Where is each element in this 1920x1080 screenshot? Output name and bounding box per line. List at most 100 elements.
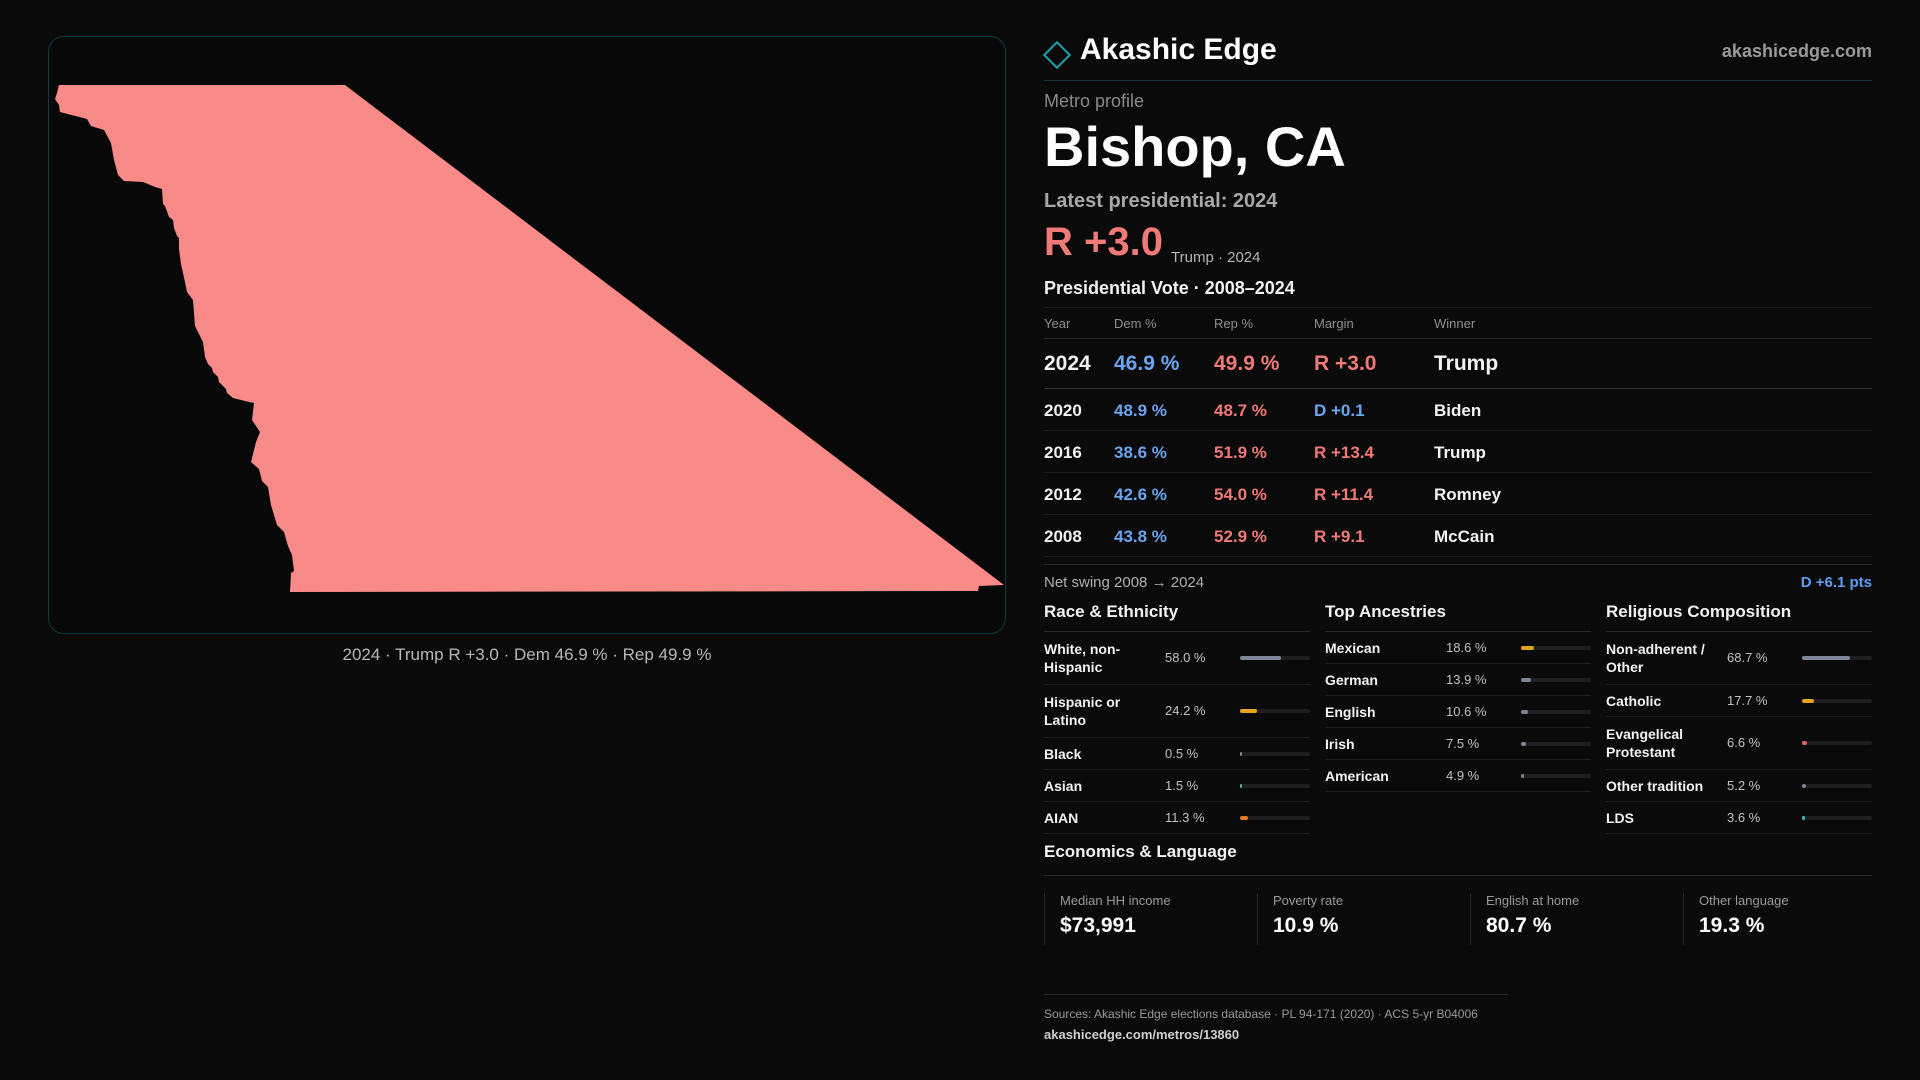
share-bar-track <box>1521 645 1591 650</box>
cell-margin: R +11.4 <box>1314 485 1374 504</box>
share-bar-track <box>1240 709 1310 713</box>
cell-dem: 43.8 % <box>1114 527 1167 546</box>
table-row: 2008 43.8 % 52.9 % R +9.1 McCain <box>1044 515 1872 557</box>
demographic-value: 4.9 % <box>1446 767 1480 783</box>
cell-year: 2008 <box>1044 527 1082 546</box>
demographic-label: Asian <box>1044 778 1083 794</box>
demographic-row: Irish 7.5 % <box>1325 728 1591 760</box>
demographic-row: American 4.9 % <box>1325 760 1591 792</box>
econ-value: 19.3 % <box>1699 914 1765 937</box>
metro-url-link[interactable]: akashicedge.com/metros/13860 <box>1044 1027 1240 1042</box>
econ-label: Poverty rate <box>1273 893 1344 908</box>
share-bar-fill <box>1240 709 1257 713</box>
cell-margin: R +3.0 <box>1314 352 1377 375</box>
share-bar-fill <box>1802 656 1851 660</box>
econ-value: 10.9 % <box>1273 914 1339 937</box>
table-row: 2016 38.6 % 51.9 % R +13.4 Trump <box>1044 431 1872 473</box>
share-bar-fill <box>1521 741 1527 746</box>
demographic-value: 11.3 % <box>1165 809 1205 825</box>
demographic-label: LDS <box>1606 810 1634 826</box>
share-bar-track <box>1521 773 1591 778</box>
cell-winner: Trump <box>1434 352 1499 375</box>
cell-winner: Romney <box>1434 485 1502 504</box>
share-bar-track <box>1802 698 1872 703</box>
demographic-value: 18.6 % <box>1446 639 1487 655</box>
demographic-row: Mexican 18.6 % <box>1325 632 1591 664</box>
site-link[interactable]: akashicedge.com <box>1721 41 1872 61</box>
econ-english-at-home: English at home 80.7 % <box>1470 893 1683 945</box>
cell-winner: Trump <box>1434 443 1486 462</box>
demographic-value: 17.7 % <box>1727 692 1768 708</box>
col-dem-header: Dem % <box>1114 316 1157 331</box>
religion-section: Religious Composition Non-adherent / Oth… <box>1606 600 1872 834</box>
demographic-label: AIAN <box>1044 810 1079 826</box>
cell-dem: 46.9 % <box>1114 352 1180 375</box>
metro-label: Metro profile <box>1044 91 1145 111</box>
demographic-label: English <box>1325 704 1376 720</box>
econ-label: Other language <box>1699 893 1789 908</box>
net-swing-row: Net swing 2008 → 2024 D +6.1 pts <box>1044 564 1872 595</box>
share-bar-track <box>1802 815 1872 820</box>
share-bar-fill <box>1521 645 1535 650</box>
demographic-label: Catholic <box>1606 693 1662 709</box>
county-shape[interactable] <box>55 85 1004 592</box>
demographic-label: Evangelical Protestant <box>1606 726 1684 760</box>
share-bar-track <box>1240 751 1310 756</box>
econ-poverty-rate: Poverty rate 10.9 % <box>1257 893 1470 945</box>
econ-other-language: Other language 19.3 % <box>1683 893 1896 945</box>
vote-table-title: Presidential Vote · 2008–2024 <box>1044 278 1295 298</box>
demographic-value: 58.0 % <box>1165 650 1206 665</box>
col-margin-header: Margin <box>1314 316 1354 331</box>
cell-year: 2016 <box>1044 443 1082 462</box>
share-bar-track <box>1240 815 1310 820</box>
latest-winner-note: Trump · 2024 <box>1171 249 1261 266</box>
latest-margin: R +3.0 <box>1044 220 1163 264</box>
econ-value: $73,991 <box>1060 914 1136 937</box>
table-row: 2024 46.9 % 49.9 % R +3.0 Trump <box>1044 339 1872 389</box>
demographic-label: Other tradition <box>1606 778 1704 794</box>
demographic-label: Irish <box>1325 736 1355 752</box>
share-bar-fill <box>1240 815 1248 820</box>
cell-year: 2024 <box>1044 352 1091 375</box>
econ-label: Median HH income <box>1060 893 1171 908</box>
ancestries-section: Top Ancestries Mexican 18.6 % German 13.9 %… <box>1325 600 1591 792</box>
map-caption: 2024 · Trump R +3.0 · Dem 46.9 % · Rep 4… <box>342 645 712 664</box>
demographic-value: 68.7 % <box>1727 650 1768 665</box>
demographic-row: AIAN 11.3 % <box>1044 802 1310 834</box>
share-bar-track <box>1521 741 1591 746</box>
share-bar-fill <box>1240 751 1242 756</box>
cell-year: 2012 <box>1044 485 1082 504</box>
demographic-row: Other tradition 5.2 % <box>1606 770 1872 802</box>
cell-rep: 49.9 % <box>1214 352 1280 375</box>
cell-margin: R +13.4 <box>1314 443 1375 462</box>
col-winner-header: Winner <box>1434 316 1476 331</box>
demographic-row: Hispanic or Latino 24.2 % <box>1044 685 1310 738</box>
share-bar-track <box>1802 741 1872 745</box>
latest-presidential-label: Latest presidential: 2024 <box>1044 190 1278 212</box>
cell-dem: 38.6 % <box>1114 443 1167 462</box>
demographic-row: English 10.6 % <box>1325 696 1591 728</box>
econ-label: English at home <box>1486 893 1580 908</box>
econ-value: 80.7 % <box>1486 914 1552 937</box>
cell-dem: 48.9 % <box>1114 401 1167 420</box>
demographic-value: 7.5 % <box>1446 735 1480 751</box>
ancestries-title: Top Ancestries <box>1325 600 1591 632</box>
share-bar-track <box>1802 783 1872 788</box>
share-bar-fill <box>1521 677 1531 682</box>
cell-dem: 42.6 % <box>1114 485 1167 504</box>
sources-text: Sources: Akashic Edge elections database… <box>1044 1007 1478 1021</box>
cell-winner: Biden <box>1434 401 1482 420</box>
demographic-row: Non-adherent / Other 68.7 % <box>1606 632 1872 685</box>
share-bar-track <box>1521 677 1591 682</box>
share-bar-fill <box>1240 656 1281 660</box>
demographic-row: Evangelical Protestant 6.6 % <box>1606 717 1872 770</box>
share-bar-fill <box>1521 709 1529 714</box>
county-map <box>55 85 1004 592</box>
demographic-value: 0.5 % <box>1165 745 1199 761</box>
col-year-header: Year <box>1044 316 1071 331</box>
demographic-label: German <box>1325 672 1378 688</box>
demographic-value: 6.6 % <box>1727 735 1761 750</box>
demographic-row: Asian 1.5 % <box>1044 770 1310 802</box>
demographic-value: 5.2 % <box>1727 777 1761 793</box>
share-bar-track <box>1240 656 1310 660</box>
